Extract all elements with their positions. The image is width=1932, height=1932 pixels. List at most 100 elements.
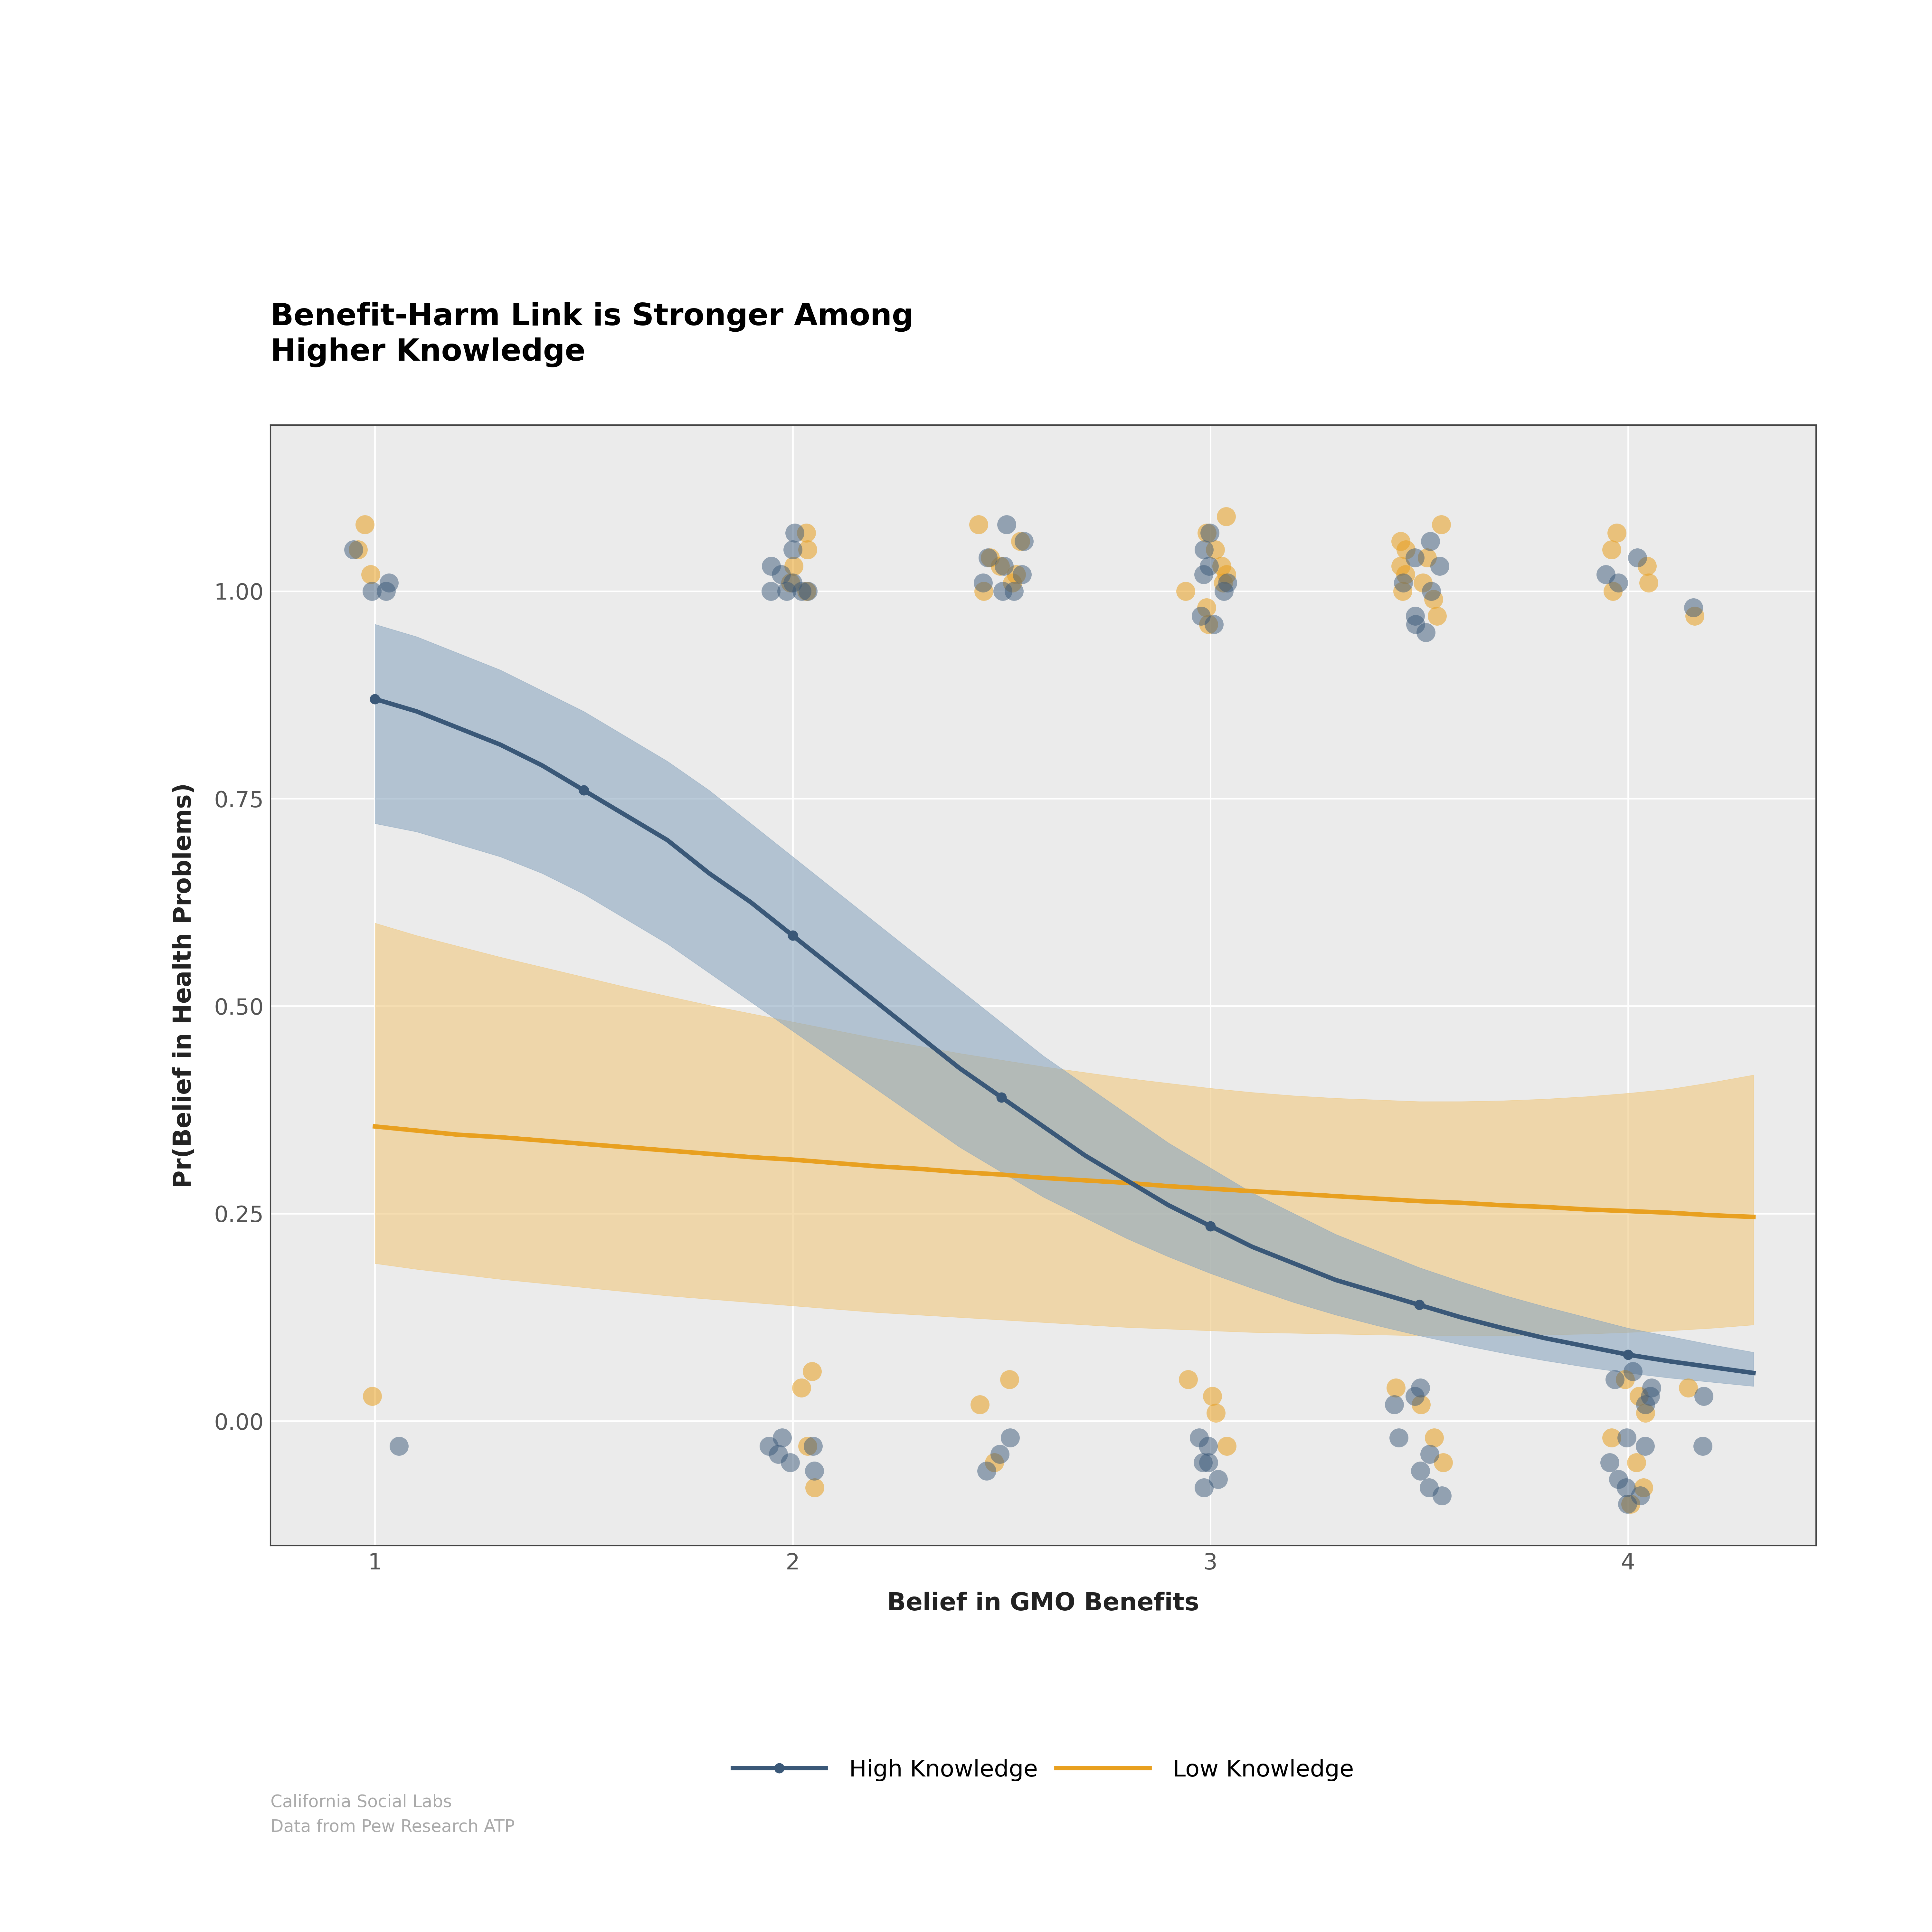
- Point: [997, 568, 1028, 599]
- Point: [1211, 558, 1242, 589]
- Point: [1186, 601, 1217, 632]
- Point: [987, 576, 1018, 607]
- Point: [1422, 601, 1453, 632]
- Point: [1399, 543, 1430, 574]
- Point: [1631, 1397, 1662, 1428]
- Point: [1426, 510, 1457, 541]
- Point: [1387, 568, 1418, 599]
- Point: [1408, 568, 1439, 599]
- Point: [1001, 558, 1032, 589]
- Point: [1621, 543, 1652, 574]
- Point: [972, 1455, 1003, 1486]
- Point: [786, 576, 817, 607]
- Point: [1621, 1447, 1652, 1478]
- Point: [1206, 551, 1236, 582]
- Point: [1604, 1464, 1634, 1495]
- Text: California Social Labs
Data from Pew Research ATP: California Social Labs Data from Pew Res…: [270, 1795, 514, 1835]
- Y-axis label: Pr(Belief in Health Problems): Pr(Belief in Health Problems): [172, 782, 195, 1188]
- Point: [798, 1430, 829, 1461]
- Point: [1594, 1447, 1625, 1478]
- Point: [1379, 1372, 1410, 1403]
- Point: [383, 1430, 413, 1461]
- Point: [1204, 1464, 1235, 1495]
- Point: [1188, 533, 1219, 564]
- Point: [1173, 1364, 1204, 1395]
- Point: [1615, 1490, 1646, 1520]
- Point: [1009, 526, 1039, 556]
- Point: [355, 558, 386, 589]
- Point: [763, 1439, 794, 1470]
- Point: [1623, 1381, 1654, 1412]
- Point: [1611, 1490, 1642, 1520]
- Point: [792, 1430, 823, 1461]
- Point: [1208, 576, 1238, 607]
- Point: [1184, 1422, 1215, 1453]
- Point: [1188, 558, 1219, 589]
- Point: [792, 533, 823, 564]
- Point: [796, 1356, 827, 1387]
- Point: [1405, 1455, 1435, 1486]
- Point: [1401, 609, 1432, 639]
- Point: [1379, 1389, 1410, 1420]
- Point: [767, 1422, 798, 1453]
- Point: [1418, 1422, 1449, 1453]
- Point: [989, 551, 1020, 582]
- Point: [1602, 518, 1633, 549]
- Point: [779, 551, 810, 582]
- Point: [1414, 1472, 1445, 1503]
- Point: [1416, 576, 1447, 607]
- Point: [999, 576, 1030, 607]
- Point: [1609, 1364, 1640, 1395]
- Point: [792, 576, 823, 607]
- Point: [1194, 518, 1225, 549]
- Point: [1590, 558, 1621, 589]
- Point: [1604, 568, 1634, 599]
- Point: [985, 551, 1016, 582]
- Point: [1192, 1430, 1223, 1461]
- Point: [1596, 533, 1627, 564]
- Point: [1401, 601, 1432, 632]
- Point: [800, 1472, 831, 1503]
- Point: [1188, 1447, 1219, 1478]
- Point: [1007, 558, 1037, 589]
- Point: [1600, 1364, 1631, 1395]
- Point: [1192, 518, 1223, 549]
- Point: [357, 1381, 388, 1412]
- Point: [342, 533, 373, 564]
- Point: [1211, 568, 1242, 599]
- Point: [995, 1422, 1026, 1453]
- Point: [993, 1364, 1024, 1395]
- Point: [1005, 526, 1036, 556]
- Point: [1200, 533, 1231, 564]
- Point: [1192, 1447, 1223, 1478]
- Point: [765, 558, 796, 589]
- Point: [1687, 1430, 1718, 1461]
- Point: [968, 576, 999, 607]
- Point: [962, 510, 993, 541]
- Point: [1629, 1472, 1660, 1503]
- Point: [1385, 526, 1416, 556]
- Point: [976, 543, 1007, 574]
- Point: [980, 1447, 1010, 1478]
- Point: [1208, 568, 1238, 599]
- Point: [991, 510, 1022, 541]
- Point: [1414, 1439, 1445, 1470]
- Point: [1188, 1472, 1219, 1503]
- Point: [373, 568, 404, 599]
- Point: [1385, 551, 1416, 582]
- Point: [755, 551, 786, 582]
- Point: [985, 1439, 1016, 1470]
- Point: [1673, 1372, 1704, 1403]
- Point: [753, 1430, 784, 1461]
- Point: [1391, 533, 1422, 564]
- Point: [964, 1389, 995, 1420]
- Point: [775, 1447, 806, 1478]
- Point: [1634, 1381, 1665, 1412]
- Point: [1389, 558, 1420, 589]
- Point: [1194, 551, 1225, 582]
- Point: [771, 576, 802, 607]
- Point: [1428, 1447, 1459, 1478]
- Point: [1625, 1480, 1656, 1511]
- Point: [1171, 576, 1202, 607]
- Point: [338, 533, 369, 564]
